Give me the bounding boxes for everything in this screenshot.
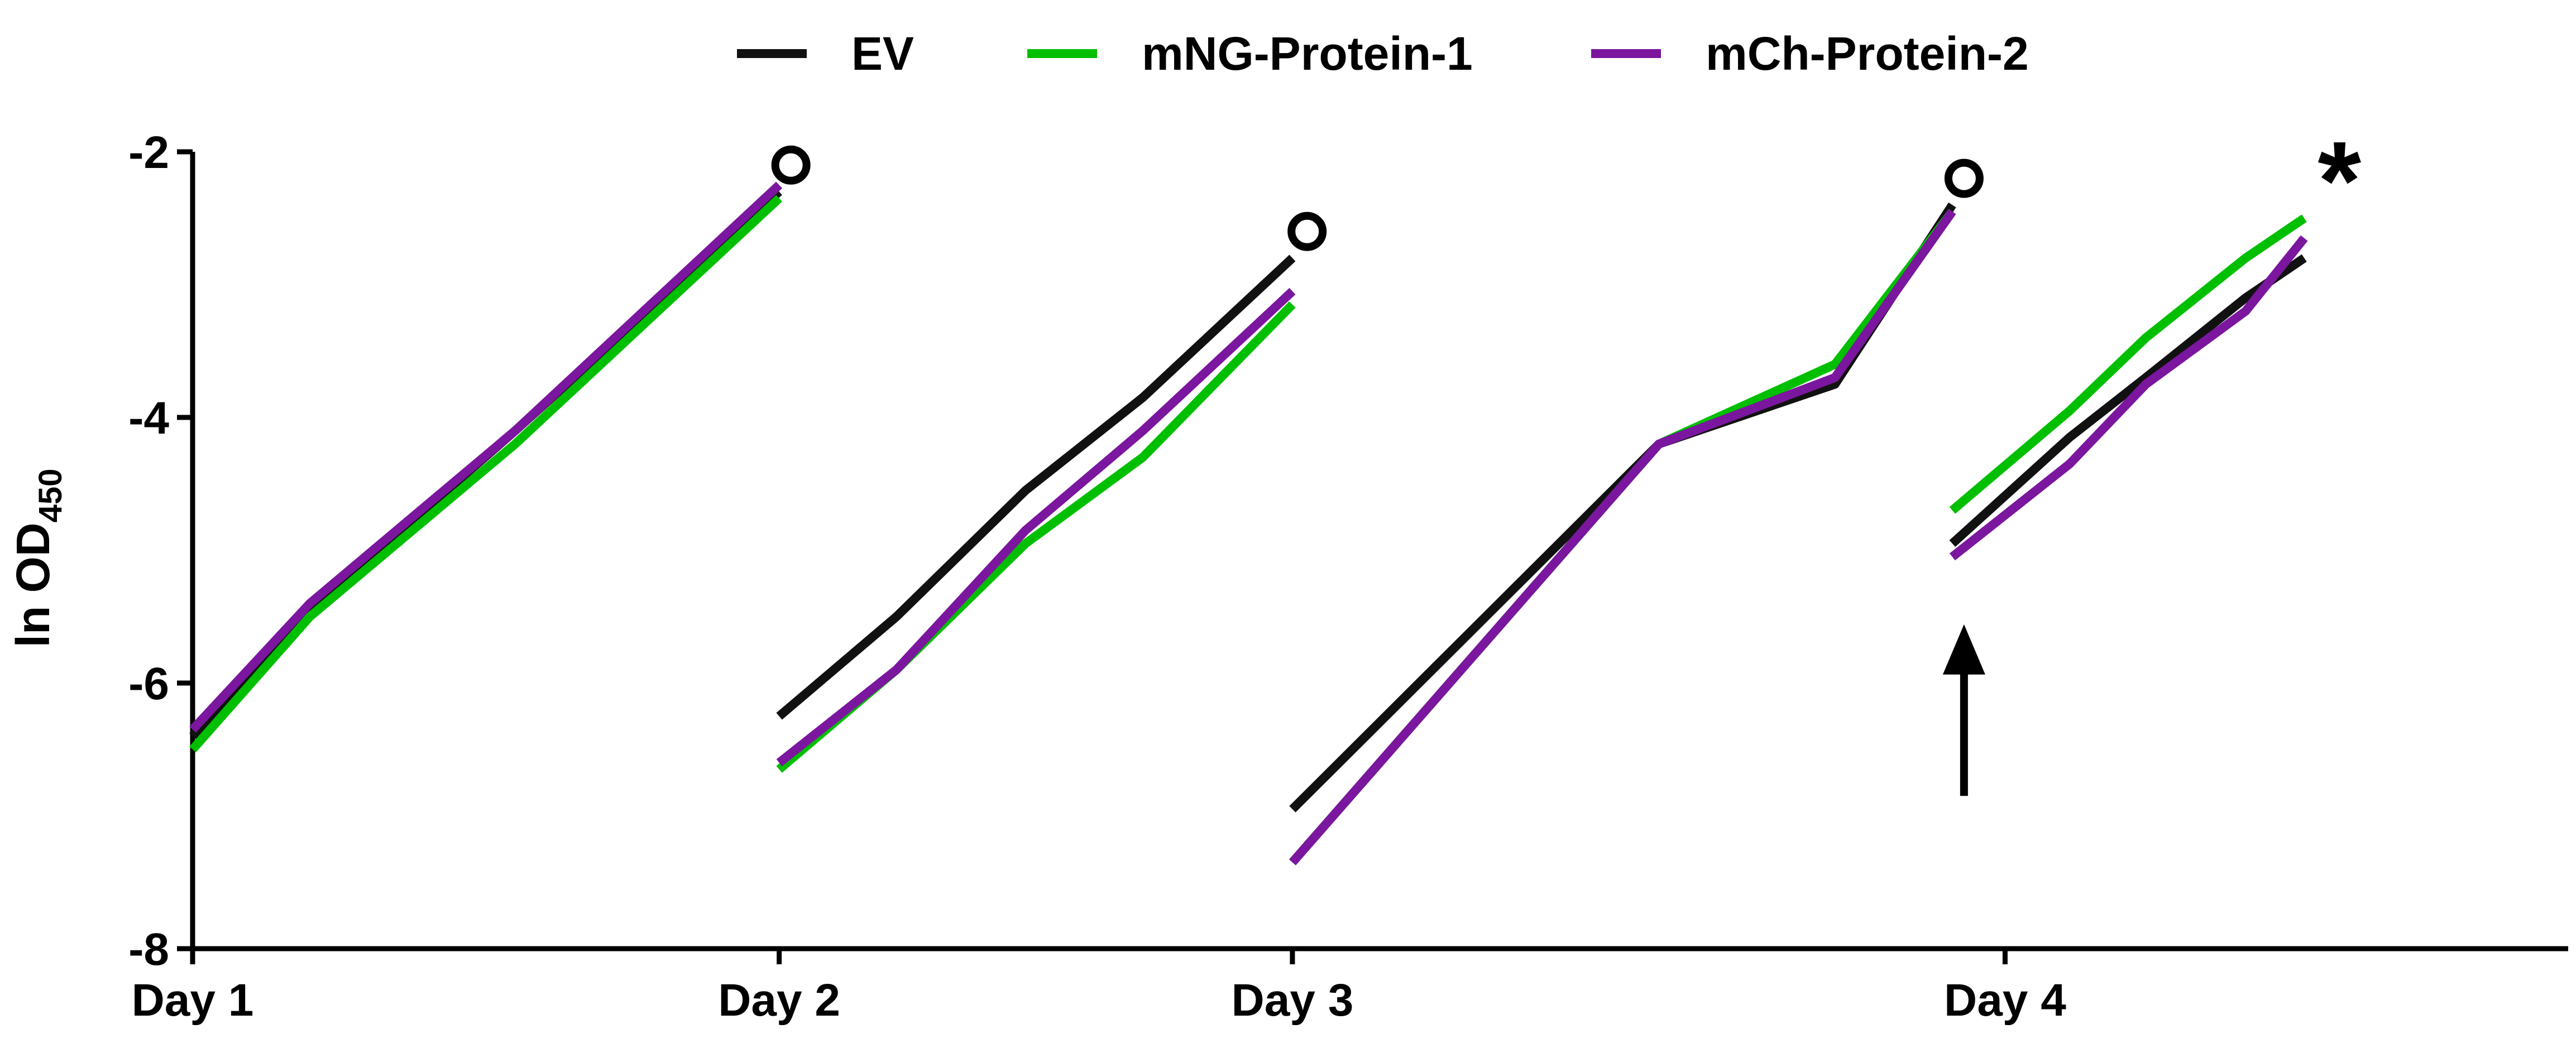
significance-asterisk: * <box>2318 119 2361 243</box>
series-line <box>1289 202 1956 813</box>
legend: EV mNG-Protein-1 mCh-Protein-2 <box>737 27 2029 80</box>
legend-label: mNG-Protein-1 <box>1142 27 1473 80</box>
series-line <box>1289 209 1956 866</box>
series-line <box>1949 214 2307 514</box>
x-tick-label: Day 1 <box>132 975 254 1026</box>
y-tick-label: -8 <box>128 924 169 975</box>
legend-item-mng-protein-1: mNG-Protein-1 <box>1027 27 1473 80</box>
y-axis-label: ln OD450 <box>7 469 69 648</box>
annotation-layer: * <box>771 119 2361 796</box>
treatment-arrow <box>1942 624 1985 796</box>
legend-label: mCh-Protein-2 <box>1706 27 2029 80</box>
x-tick-label: Day 2 <box>718 975 840 1026</box>
y-tick-label: -6 <box>128 658 169 709</box>
legend-item-mch-protein-2: mCh-Protein-2 <box>1591 27 2029 80</box>
series-ev <box>189 188 2307 813</box>
day4-end-marker <box>1944 158 1984 198</box>
day3-end-marker <box>1287 211 1327 251</box>
legend-label: EV <box>851 27 914 80</box>
legend-item-ev: EV <box>737 27 914 80</box>
series-mch-protein-2 <box>189 181 2308 866</box>
series-line <box>1289 209 1956 866</box>
day2-end-marker <box>771 145 811 185</box>
x-tick-label: Day 3 <box>1231 975 1353 1026</box>
y-axis-label-subscript: 450 <box>32 469 69 523</box>
x-tick-label: Day 4 <box>1944 975 2066 1026</box>
series-line <box>1949 235 2308 561</box>
series-line <box>189 181 783 733</box>
series-line <box>189 195 783 753</box>
y-tick-label: -4 <box>128 393 169 444</box>
series-line <box>776 288 1296 767</box>
y-tick-label: -2 <box>128 127 169 178</box>
y-axis-label-main: ln OD <box>7 522 59 647</box>
series-layer <box>189 181 2308 866</box>
series-line <box>776 254 1296 720</box>
